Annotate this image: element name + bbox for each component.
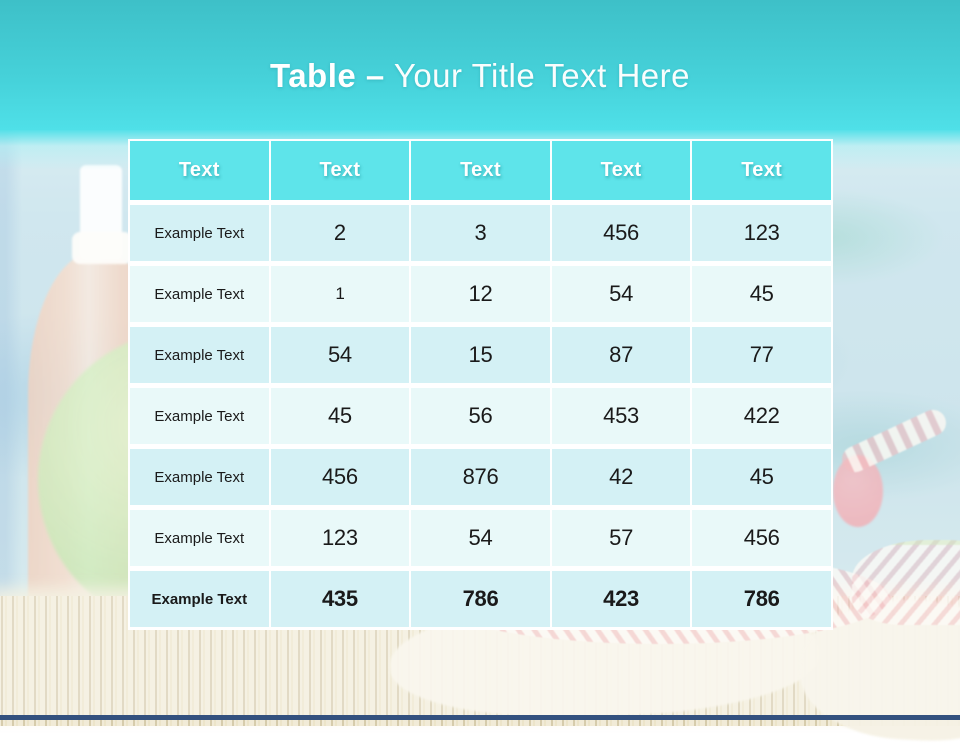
cell-value: 45 (690, 446, 833, 510)
slide-footer-strip (0, 715, 960, 720)
column-header: Text (409, 139, 552, 205)
row-label: Example Text (128, 446, 271, 510)
cell-value: 786 (690, 568, 833, 630)
cell-value: 435 (268, 568, 412, 630)
row-label: Example Text (128, 507, 271, 571)
cell-value: 54 (268, 324, 412, 388)
row-label: Example Text (128, 324, 271, 388)
cell-value: 3 (409, 202, 552, 266)
row-label: Example Text (128, 568, 271, 630)
cell-value: 453 (549, 385, 693, 449)
cell-value: 123 (690, 202, 833, 266)
cell-value: 54 (549, 263, 693, 327)
cell-value: 12 (409, 263, 552, 327)
title-keyword: Table – (270, 57, 385, 94)
cell-value: 45 (690, 263, 833, 327)
table-row: Example Text 435 786 423 786 (128, 568, 833, 630)
row-label: Example Text (128, 385, 271, 449)
row-label: Example Text (128, 263, 271, 327)
cell-value: 456 (549, 202, 693, 266)
cell-value: 45 (268, 385, 412, 449)
table-row: Example Text 123 54 57 456 (128, 507, 833, 571)
table-row: Example Text 45 56 453 422 (128, 385, 833, 449)
slide-title: Table – Your Title Text Here (0, 54, 960, 98)
cell-value: 422 (690, 385, 833, 449)
row-label: Example Text (128, 202, 271, 266)
data-table: Text Text Text Text Text Example Text 2 … (128, 139, 833, 630)
table-row: Example Text 2 3 456 123 (128, 202, 833, 266)
column-header: Text (128, 139, 271, 205)
cell-value: 2 (268, 202, 412, 266)
red-accessory-strap-shape (837, 405, 951, 477)
table-row: Example Text 1 12 54 45 (128, 263, 833, 327)
table-row: Example Text 54 15 87 77 (128, 324, 833, 388)
cell-value: 423 (549, 568, 693, 630)
cell-value: 15 (409, 324, 552, 388)
cell-value: 87 (549, 324, 693, 388)
table-row: Example Text 456 876 42 45 (128, 446, 833, 510)
cell-value: 786 (409, 568, 552, 630)
title-rest: Your Title Text Here (393, 57, 690, 94)
cell-value: 56 (409, 385, 552, 449)
column-header: Text (268, 139, 412, 205)
cell-value: 54 (409, 507, 552, 571)
cell-value: 57 (549, 507, 693, 571)
column-header: Text (690, 139, 833, 205)
cell-value: 456 (690, 507, 833, 571)
header-row: Text Text Text Text Text (128, 139, 833, 205)
flip-flop-striped-top-right (852, 540, 960, 625)
cell-value: 1 (268, 263, 412, 327)
cell-value: 123 (268, 507, 412, 571)
column-header: Text (549, 139, 693, 205)
bottle-cap-base-shape (72, 232, 132, 264)
cell-value: 77 (690, 324, 833, 388)
cell-value: 876 (409, 446, 552, 510)
cell-value: 456 (268, 446, 412, 510)
cell-value: 42 (549, 446, 693, 510)
title-band (0, 0, 960, 130)
